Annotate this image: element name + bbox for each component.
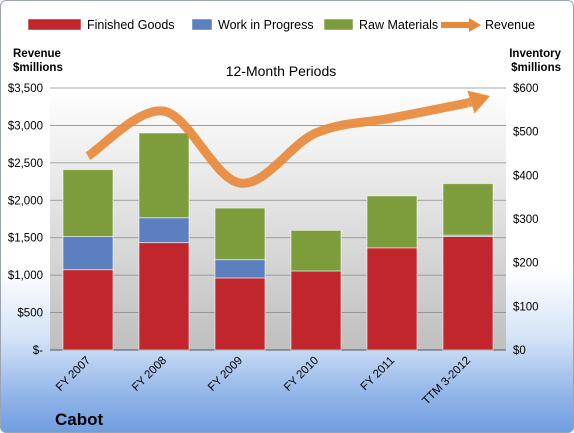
revenue-arrowhead [467,90,490,114]
left-tick-label: $3,000 [8,120,43,132]
right-tick-label: $100 [513,301,539,313]
left-tick-label: $1,500 [8,233,43,245]
legend-label: Finished Goods [87,18,175,32]
bar-finished-goods [442,235,494,351]
bar-raw-materials [290,229,342,272]
legend-swatch [27,18,82,31]
left-tick-label: $500 [17,308,43,320]
legend-swatch [191,18,213,31]
right-tick-label: $500 [513,127,539,139]
revenue-line-tail [466,97,473,108]
plot-area [50,88,506,350]
bar-work-in-progress [214,259,266,279]
right-tick-label: $0 [513,345,526,357]
legend-swatch [323,18,354,31]
left-axis-title: Revenue [13,48,61,60]
legend-label: Revenue [485,18,535,32]
legend-label: Raw Materials [359,18,438,32]
bar-work-in-progress [138,217,190,244]
left-tick-label: $3,500 [8,83,43,95]
bar-raw-materials [442,183,494,236]
bar-raw-materials [138,132,190,219]
left-axis-title: $millions [13,62,63,74]
bar-finished-goods [214,277,266,351]
left-tick-label: $1,000 [8,270,43,282]
bar-raw-materials [214,207,266,261]
category-label: FY 2010 [282,355,321,394]
bar-finished-goods [138,242,190,351]
bar-finished-goods [62,269,114,351]
right-axis-title: Inventory [509,48,561,60]
right-axis-title: $millions [511,62,561,74]
right-tick-label: $300 [513,214,539,226]
bar-raw-materials [366,195,418,249]
bar-raw-materials [62,169,114,237]
left-tick-label: $- [33,345,43,357]
category-label: FY 2007 [54,355,93,394]
legend-label: Work in Progress [218,18,314,32]
chart-title: 12-Month Periods [226,63,337,79]
bar-work-in-progress [62,235,114,271]
legend-arrow-icon [469,18,481,32]
bar-finished-goods [290,270,342,351]
left-tick-label: $2,500 [8,158,43,170]
bar-finished-goods [366,247,418,351]
category-label: FY 2008 [130,355,169,394]
category-label: FY 2011 [359,355,397,393]
category-label: TTM 3-2012 [420,355,473,408]
left-tick-label: $2,000 [8,195,43,207]
company-name: Cabot [55,410,104,429]
right-tick-label: $200 [513,258,539,270]
revenue-line [85,98,469,188]
right-tick-label: $400 [513,170,539,182]
category-label: FY 2009 [206,355,245,394]
right-tick-label: $600 [513,83,539,95]
